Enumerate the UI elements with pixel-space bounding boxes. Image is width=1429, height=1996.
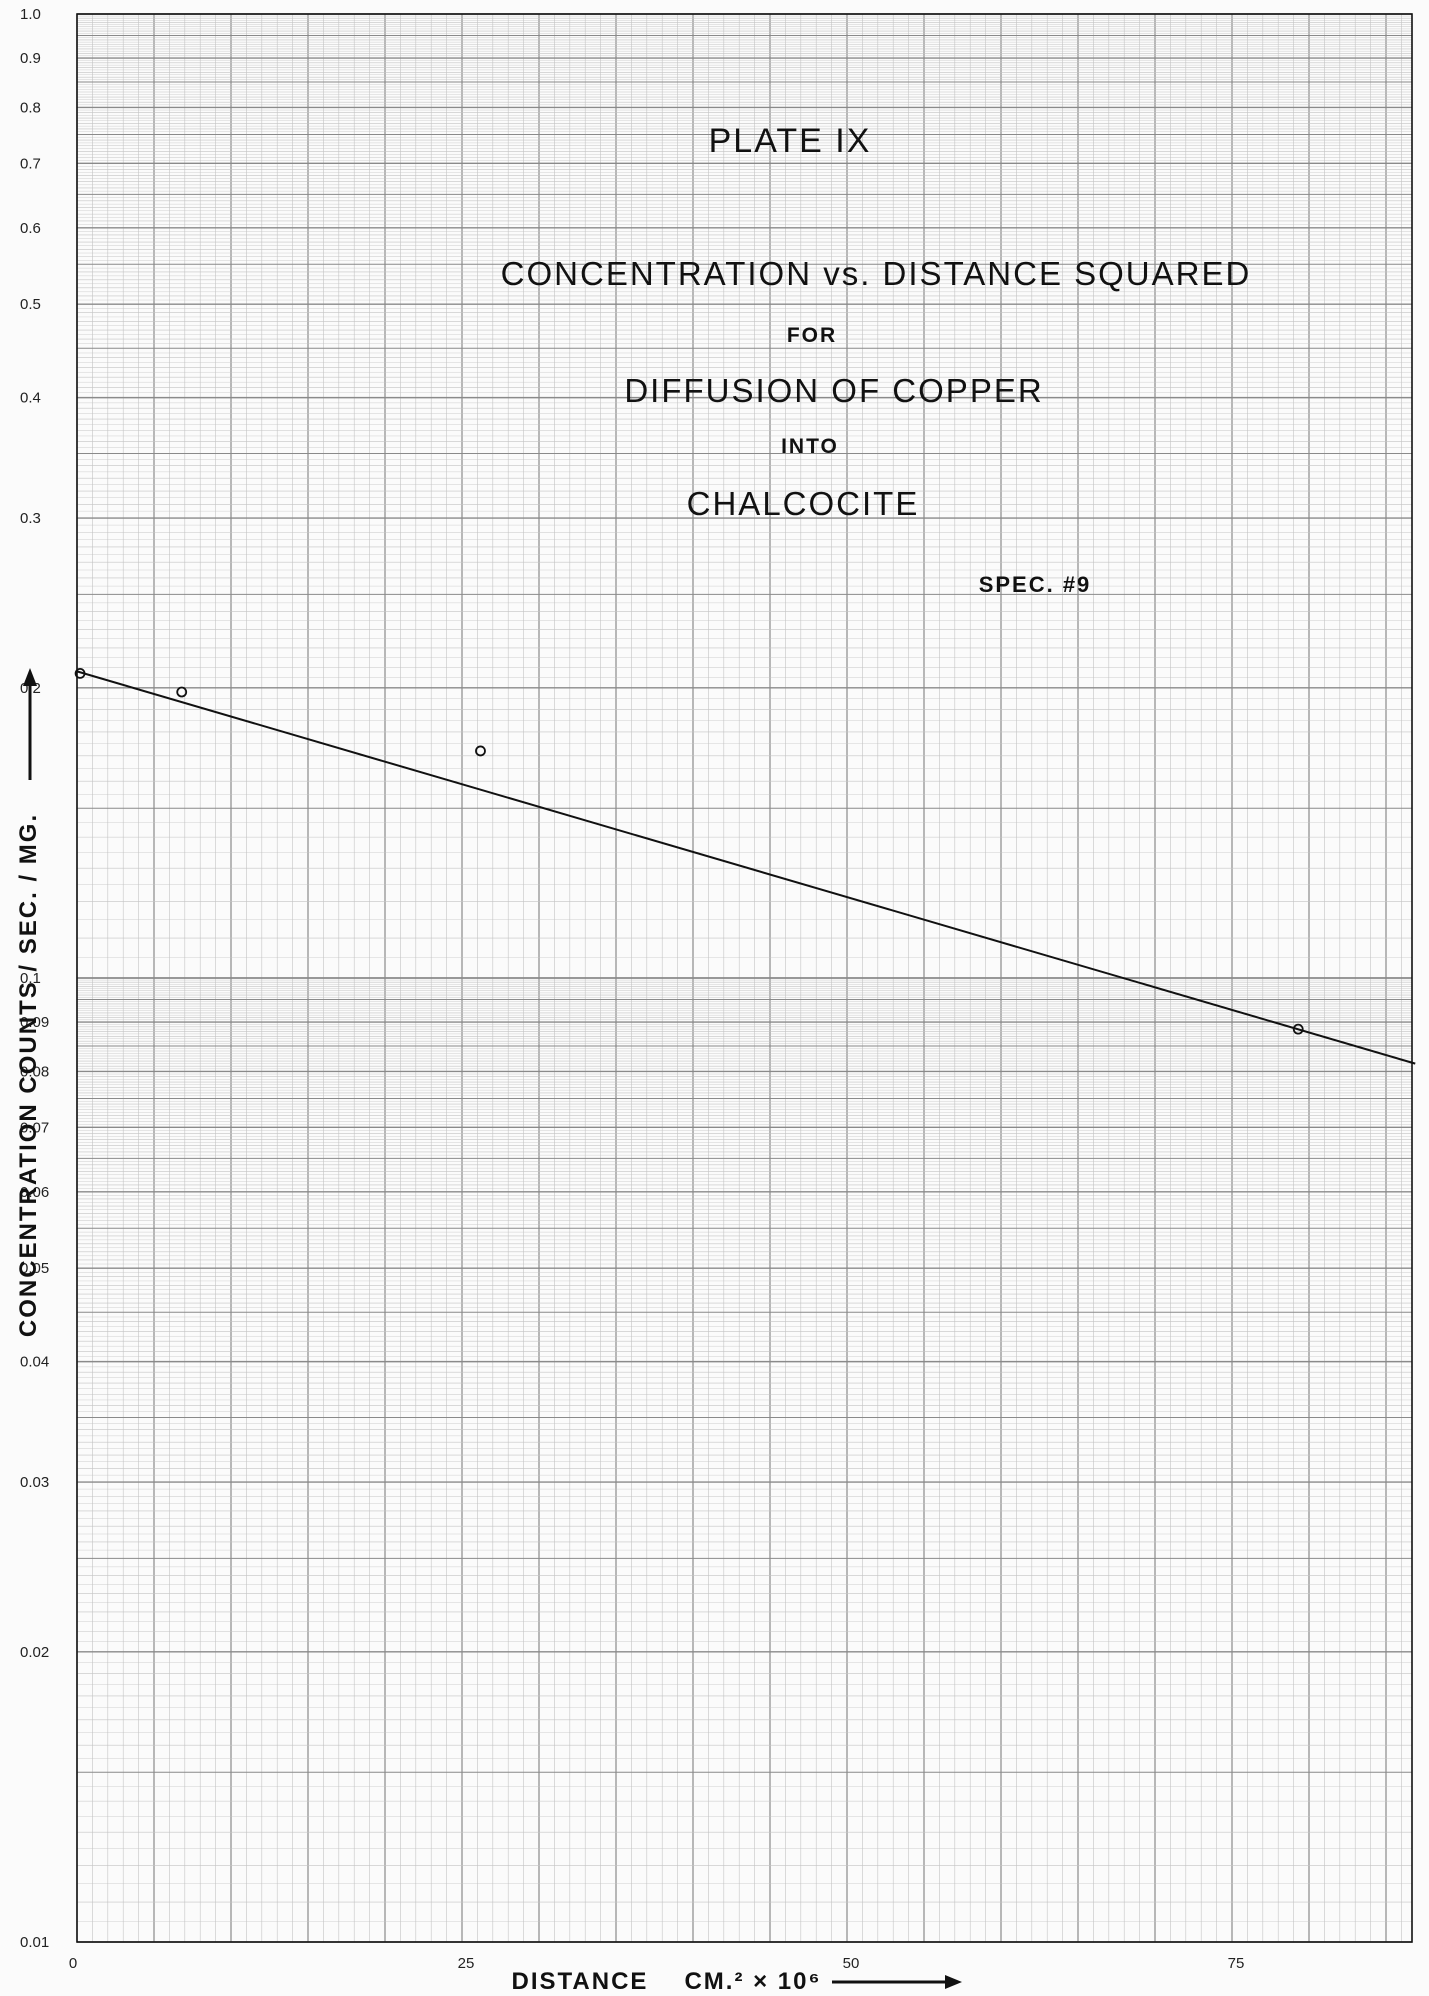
title-into: INTO [781, 435, 839, 458]
grid [76, 13, 1412, 1943]
y-axis-label: CONCENTRATION COUNTS / SEC. / MG. [15, 813, 42, 1337]
specimen-label: SPEC. #9 [979, 572, 1092, 597]
plot-border [76, 13, 1413, 1943]
data-point [74, 668, 86, 679]
data-point [1292, 1023, 1304, 1035]
data-point [176, 686, 188, 698]
y-tick-label: 0.7 [20, 155, 41, 172]
y-tick-label: 0.1 [20, 970, 41, 987]
y-tick-label: 0.8 [20, 99, 41, 116]
y-tick-label: 0.3 [20, 510, 41, 527]
y-tick-label: 0.6 [20, 220, 41, 237]
x-tick-label: 0 [69, 1955, 77, 1972]
title-for: FOR [787, 324, 837, 347]
y-tick-label: 1.0 [20, 6, 41, 23]
y-tick-label: 0.5 [20, 296, 41, 313]
y-tick-label: 0.09 [20, 1014, 49, 1031]
y-tick-label: 0.02 [20, 1644, 49, 1661]
y-tick-label: 0.06 [20, 1184, 49, 1201]
chart-title: CONCENTRATION vs. DISTANCE SQUARED [501, 255, 1252, 292]
plate-title: PLATE IX [709, 122, 872, 160]
y-tick-label: 0.03 [20, 1474, 49, 1491]
y-tick-label: 0.01 [20, 1934, 49, 1951]
x-axis-label: DISTANCE [512, 1968, 649, 1995]
x-axis-arrow [832, 1975, 962, 1989]
title-chalcocite: CHALCOCITE [687, 485, 920, 522]
y-tick-label: 0.04 [20, 1354, 49, 1371]
data-series [74, 668, 1416, 1065]
x-tick-label: 75 [1228, 1955, 1245, 1972]
fit-line [76, 670, 1416, 1065]
x-tick-label: 50 [843, 1955, 860, 1972]
plot-frame [76, 13, 1413, 1943]
y-tick-label: 0.9 [20, 50, 41, 67]
data-point [475, 745, 486, 757]
title-diffusion: DIFFUSION OF COPPER [624, 372, 1043, 409]
y-tick-label: 0.08 [20, 1063, 49, 1080]
y-tick-label: 0.07 [20, 1119, 49, 1136]
tick-labels: 1.00.90.80.70.60.50.40.30.20.10.090.080.… [20, 6, 1244, 1972]
x-axis-units: CM.² × 10⁶ [684, 1968, 821, 1995]
x-tick-label: 25 [458, 1955, 475, 1972]
y-axis-arrow [23, 668, 37, 780]
y-tick-label: 0.4 [20, 390, 41, 407]
y-tick-label: 0.05 [20, 1260, 49, 1277]
